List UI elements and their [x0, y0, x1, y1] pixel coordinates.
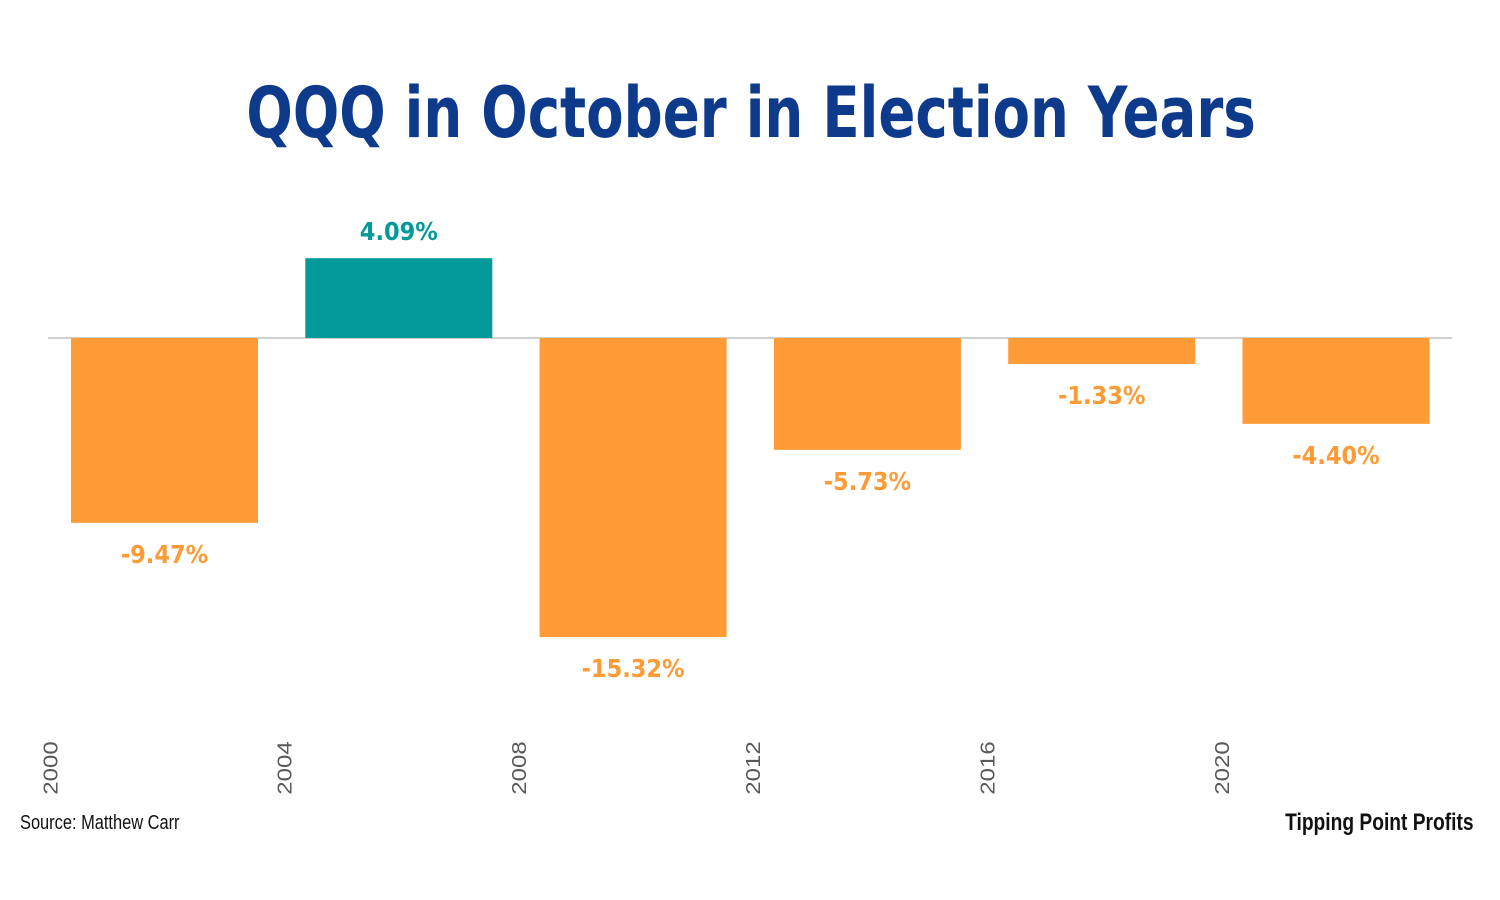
data-label-2020: -4.40%	[1292, 441, 1380, 470]
bar-2008	[539, 338, 727, 637]
x-tick-label-2020: 2020	[1210, 741, 1233, 794]
data-label-2008: -15.32%	[582, 654, 685, 683]
chart-title: QQQ in October in Election Years	[246, 72, 1256, 154]
data-label-2012: -5.73%	[824, 467, 912, 496]
bars-group	[71, 258, 1430, 637]
bar-2016	[1008, 338, 1196, 364]
x-tick-label-2008: 2008	[508, 741, 531, 794]
data-label-2016: -1.33%	[1058, 381, 1146, 410]
x-tick-label-2000: 2000	[39, 741, 62, 794]
source-note: Source: Matthew Carr	[20, 812, 180, 834]
brand-name: Tipping Point Profits	[1285, 809, 1474, 836]
x-tick-labels-group: 2000 2004 2008 2012 2016 2020	[39, 741, 1233, 794]
x-tick-label-2012: 2012	[742, 741, 765, 794]
data-label-2004: 4.09%	[360, 217, 438, 246]
bar-2012	[773, 338, 961, 450]
x-tick-label-2004: 2004	[273, 741, 296, 794]
bar-2004	[305, 258, 493, 338]
x-tick-label-2016: 2016	[976, 741, 999, 794]
data-labels-group: -9.47% 4.09% -15.32% -5.73% -1.33% -4.40%	[121, 217, 1380, 683]
bar-2020	[1242, 338, 1430, 424]
bar-2000	[71, 338, 258, 523]
data-label-2000: -9.47%	[121, 540, 209, 569]
